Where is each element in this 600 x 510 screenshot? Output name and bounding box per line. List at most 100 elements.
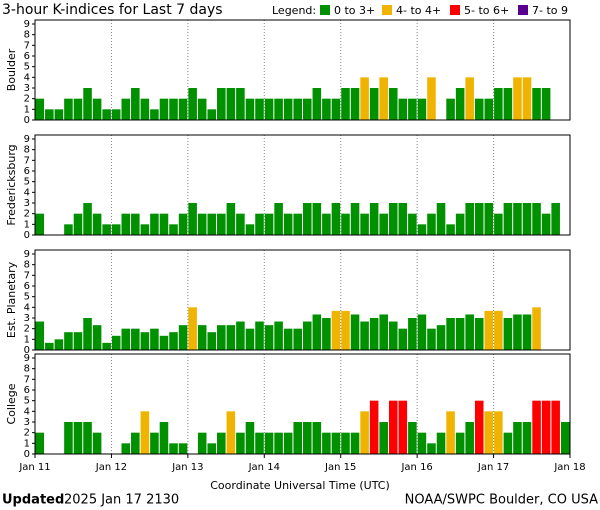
bar <box>513 203 522 235</box>
bar <box>312 422 322 454</box>
bar <box>503 318 513 350</box>
bar <box>178 98 188 120</box>
bar <box>474 400 484 454</box>
bar <box>73 422 83 454</box>
x-axis-title: Coordinate Universal Time (UTC) <box>210 479 390 492</box>
bar <box>465 77 474 120</box>
bar <box>331 98 341 120</box>
bar <box>436 432 446 454</box>
bar <box>188 88 197 120</box>
bar <box>64 98 73 120</box>
bar <box>417 98 427 120</box>
bar <box>494 411 503 454</box>
bar <box>541 213 551 235</box>
bar <box>83 318 92 350</box>
x-tick-label: Jan 12 <box>95 462 127 473</box>
bar <box>427 443 436 454</box>
bar <box>245 422 255 454</box>
bar <box>54 339 64 350</box>
bar <box>379 77 388 120</box>
y-tick-label: 6 <box>24 51 30 62</box>
bar <box>283 213 293 235</box>
bar <box>303 321 312 350</box>
bar <box>427 328 436 350</box>
y-tick-label: 6 <box>24 385 30 396</box>
bar <box>322 318 331 350</box>
bar <box>159 213 169 235</box>
bar <box>73 98 83 120</box>
y-tick-label: 1 <box>24 438 30 449</box>
bar <box>532 88 541 120</box>
y-tick-label: 8 <box>24 260 30 271</box>
bar <box>484 411 494 454</box>
y-tick-label: 8 <box>24 364 30 375</box>
bar <box>303 422 312 454</box>
bar <box>178 213 188 235</box>
x-tick-label: Jan 11 <box>18 462 50 473</box>
credit: NOAA/SWPC Boulder, CO USA <box>405 493 598 508</box>
y-tick-label: 1 <box>24 104 30 115</box>
bar <box>264 98 274 120</box>
y-tick-label: 2 <box>24 209 30 220</box>
bar <box>303 203 312 235</box>
legend-label: Legend: <box>272 4 316 17</box>
bar <box>197 432 207 454</box>
bar <box>532 203 541 235</box>
bar <box>217 325 226 350</box>
bar <box>455 88 465 120</box>
bar <box>150 109 159 120</box>
bar <box>140 98 150 120</box>
bar <box>54 109 64 120</box>
bar <box>35 321 45 350</box>
bar <box>341 310 350 350</box>
plot-frame <box>34 353 571 455</box>
bar <box>560 422 570 454</box>
bar <box>293 213 302 235</box>
bar <box>474 98 484 120</box>
updated-label: Updated <box>2 493 64 508</box>
bar <box>140 332 150 350</box>
bar <box>388 203 398 235</box>
bar <box>465 422 474 454</box>
bar <box>45 342 54 350</box>
bar <box>303 98 312 120</box>
x-tick-label: Jan 18 <box>553 462 585 473</box>
bar <box>73 332 83 350</box>
bar <box>121 443 131 454</box>
bar <box>494 213 503 235</box>
bar <box>131 213 140 235</box>
legend-entry: 7- to 9 <box>532 4 568 17</box>
y-tick-label: 5 <box>24 396 30 407</box>
bar <box>207 109 217 120</box>
plot-frame <box>34 19 571 121</box>
bar <box>388 88 398 120</box>
bar <box>474 318 484 350</box>
y-tick-label: 3 <box>24 313 30 324</box>
y-tick-label: 7 <box>24 155 30 166</box>
bar <box>131 328 140 350</box>
bar <box>245 224 255 235</box>
bar <box>226 203 236 235</box>
bar <box>169 224 178 235</box>
bar <box>369 203 379 235</box>
bar <box>532 400 541 454</box>
bar <box>379 213 388 235</box>
bar <box>522 314 532 350</box>
bar <box>236 432 245 454</box>
bar <box>532 307 541 350</box>
bar <box>102 342 111 350</box>
bar <box>45 109 54 120</box>
bar <box>341 432 350 454</box>
bar <box>446 98 455 120</box>
legend-entry: 4- to 4+ <box>396 4 441 17</box>
bar <box>83 422 92 454</box>
bar <box>360 77 369 120</box>
bar <box>446 411 455 454</box>
chart-title: 3-hour K-indices for Last 7 days <box>2 2 223 18</box>
bar <box>236 321 245 350</box>
bar <box>150 213 159 235</box>
y-tick-label: 3 <box>24 417 30 428</box>
y-tick-label: 7 <box>24 40 30 51</box>
bar <box>274 98 283 120</box>
legend-swatch <box>518 5 528 15</box>
